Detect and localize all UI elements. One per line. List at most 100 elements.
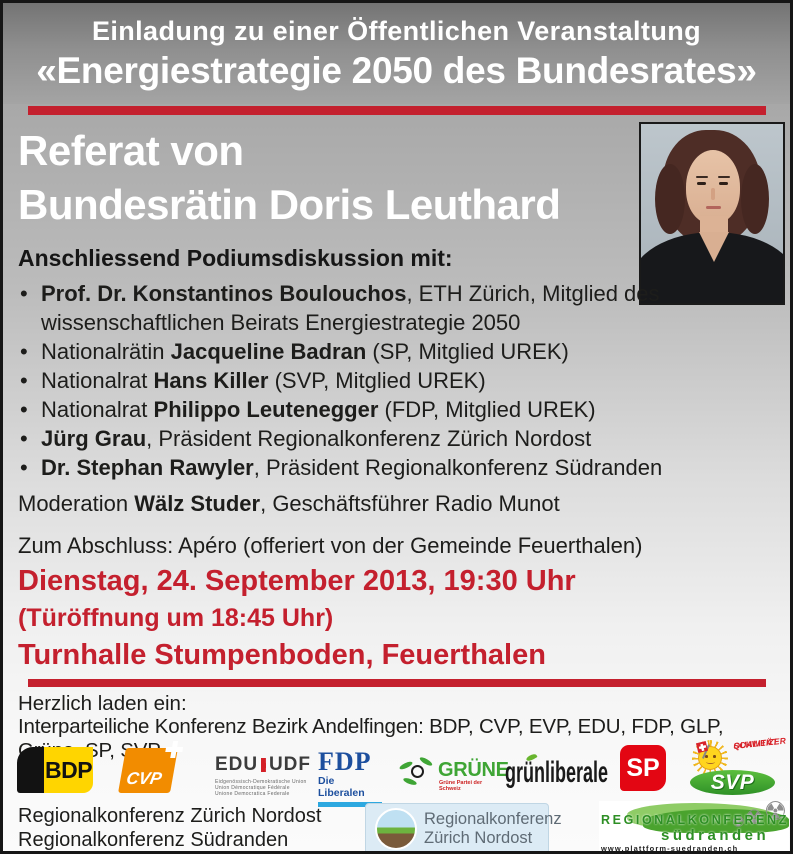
edu-udf-row: EDU UDF (215, 754, 311, 776)
svp-quality-line: QUALITÄT (732, 736, 779, 751)
red-cross-icon (261, 758, 266, 772)
sun-eye (705, 755, 708, 758)
item-suffix: , Präsident Regionalkonferenz Zürich Nor… (146, 426, 592, 451)
event-venue-line: Turnhalle Stumpenboden, Feuerthalen (18, 639, 546, 671)
gruenliberale-label: grünliberale (505, 756, 609, 789)
item-suffix: , ETH Zürich, Mitglied des wissenschaftl… (41, 281, 660, 335)
portrait-brow (696, 176, 708, 178)
moderation-line: Moderation Wälz Studer, Geschäftsführer … (18, 491, 560, 517)
list-item: • Prof. Dr. Konstantinos Boulouchos, ETH… (18, 279, 698, 337)
suedranden-url: www.plattform-suedranden.ch (601, 844, 739, 853)
event-date-line: Dienstag, 24. September 2013, 19:30 Uhr (18, 565, 576, 597)
portrait-hair-right (741, 164, 769, 234)
moderation-prefix: Moderation (18, 491, 135, 516)
edu-subline: Eidgenössisch-Demokratische Union (215, 779, 307, 785)
sunflower-icon (398, 755, 437, 789)
moderation-name: Wälz Studer (134, 491, 261, 516)
portrait-hair-left (655, 164, 685, 234)
gruene-subtitle: Grüne Partei der Schweiz (439, 780, 483, 792)
portrait-vneck (699, 232, 729, 262)
logo-gruenliberale: grünliberale (505, 752, 617, 790)
udf-label: UDF (268, 754, 311, 775)
edu-subline: Union Démocratique Fédérale (215, 785, 290, 791)
event-door-line: (Türöffnung um 18:45 Uhr) (18, 604, 334, 632)
item-name: Jacqueline Badran (170, 339, 367, 364)
bullet-marker: • (20, 426, 28, 451)
edu-label: EDU (215, 754, 259, 775)
svp-label: SVP (710, 770, 755, 794)
bullet-marker: • (20, 339, 28, 364)
top-banner: Einladung zu einer Öffentlichen Veransta… (3, 3, 790, 104)
hill-front-shape (643, 809, 789, 833)
item-name: Jürg Grau (41, 426, 147, 451)
red-divider-bottom (28, 679, 766, 687)
sun-icon (695, 740, 722, 770)
podium-heading: Anschliessend Podiumsdiskussion mit: (18, 245, 453, 271)
logo-bdp: BDP (17, 747, 93, 793)
zh-nordost-line1: Regionalkonferenz (424, 810, 562, 828)
item-suffix: (SVP, Mitglied UREK) (268, 368, 486, 393)
list-item: • Dr. Stephan Rawyler, Präsident Regiona… (18, 453, 698, 482)
suedranden-title: REGIONALKONFERENZ (601, 813, 789, 827)
invite-heading: Herzlich laden ein: (18, 692, 187, 715)
sun-smile (706, 760, 715, 764)
radiation-icon: ☢ (731, 813, 745, 831)
landscape-globe-icon (375, 808, 417, 850)
item-suffix: (FDP, Mitglied UREK) (378, 397, 596, 422)
fdp-label: FDP (318, 747, 372, 776)
portrait-nose (711, 188, 715, 200)
item-name: Prof. Dr. Konstantinos Boulouchos (41, 281, 407, 306)
zh-nordost-line2: Zürich Nordost (424, 829, 533, 847)
zh-nordost-label: Regionalkonferenz Zürich Nordost (424, 810, 562, 848)
sp-label: SP (626, 753, 660, 782)
item-name: Dr. Stephan Rawyler (41, 455, 254, 480)
bullet-marker: • (20, 397, 28, 422)
portrait-brow (718, 176, 730, 178)
moderation-suffix: , Geschäftsführer Radio Munot (260, 491, 560, 516)
fdp-blue-bar (318, 802, 382, 807)
logo-fdp: FDP Die Liberalen (318, 747, 382, 807)
swiss-cross-icon (164, 741, 185, 758)
flower-petal (402, 776, 418, 787)
item-suffix: , Präsident Regionalkonferenz Südranden (253, 455, 663, 480)
portrait-mouth (706, 206, 721, 209)
banner-title: «Energiestrategie 2050 des Bundesrates» (36, 49, 757, 91)
logo-regionalkonferenz-suedranden: ☢ ☢ ☢ REGIONALKONFERENZ südranden www.pl… (599, 797, 789, 853)
list-item: • Nationalrat Philippo Leutenegger (FDP,… (18, 395, 698, 424)
apero-line: Zum Abschluss: Apéro (offeriert von der … (18, 533, 643, 558)
bdp-black-shape (17, 747, 44, 793)
item-name: Hans Killer (153, 368, 269, 393)
list-item: • Jürg Grau, Präsident Regionalkonferenz… (18, 424, 698, 453)
logo-regionalkonferenz-zuerich-nordost: Regionalkonferenz Zürich Nordost (365, 803, 562, 851)
portrait-face (686, 150, 740, 224)
logo-cvp: CVP (118, 741, 185, 793)
sun-eye (713, 755, 716, 758)
item-prefix: Nationalrätin (41, 339, 171, 364)
cvp-label: CVP (124, 769, 164, 788)
edu-subline: Unione Democratica Federale (215, 791, 290, 797)
bullet-marker: • (20, 281, 28, 306)
bdp-label: BDP (44, 747, 93, 793)
podium-list: • Prof. Dr. Konstantinos Boulouchos, ETH… (18, 279, 698, 482)
flower-center (411, 765, 424, 778)
radiation-icon: ☢ (763, 797, 787, 827)
footer-org-line2: Regionalkonferenz Südranden (18, 829, 289, 851)
bullet-marker: • (20, 368, 28, 393)
item-prefix: Nationalrat (41, 397, 154, 422)
list-item: • Nationalrätin Jacqueline Badran (SP, M… (18, 337, 698, 366)
portrait-eye (719, 182, 728, 185)
item-suffix: (SP, Mitglied UREK) (366, 339, 569, 364)
logo-svp: SCHWEIZER QUALITÄT SVP (690, 735, 786, 796)
logo-sp: SP (620, 745, 666, 791)
gruene-label: GRÜNE (438, 759, 509, 781)
item-prefix: Nationalrat (41, 368, 154, 393)
fdp-subtitle: Die Liberalen (318, 775, 365, 799)
bullet-marker: • (20, 455, 28, 480)
footer-org-line1: Regionalkonferenz Zürich Nordost (18, 805, 322, 827)
suedranden-subtitle: südranden (661, 827, 770, 844)
hero-title-line1: Referat von (18, 127, 244, 174)
radiation-icon: ☢ (745, 805, 763, 829)
red-divider-top (28, 106, 766, 115)
edu-sublines: Eidgenössisch-Demokratische Union Union … (215, 779, 311, 797)
